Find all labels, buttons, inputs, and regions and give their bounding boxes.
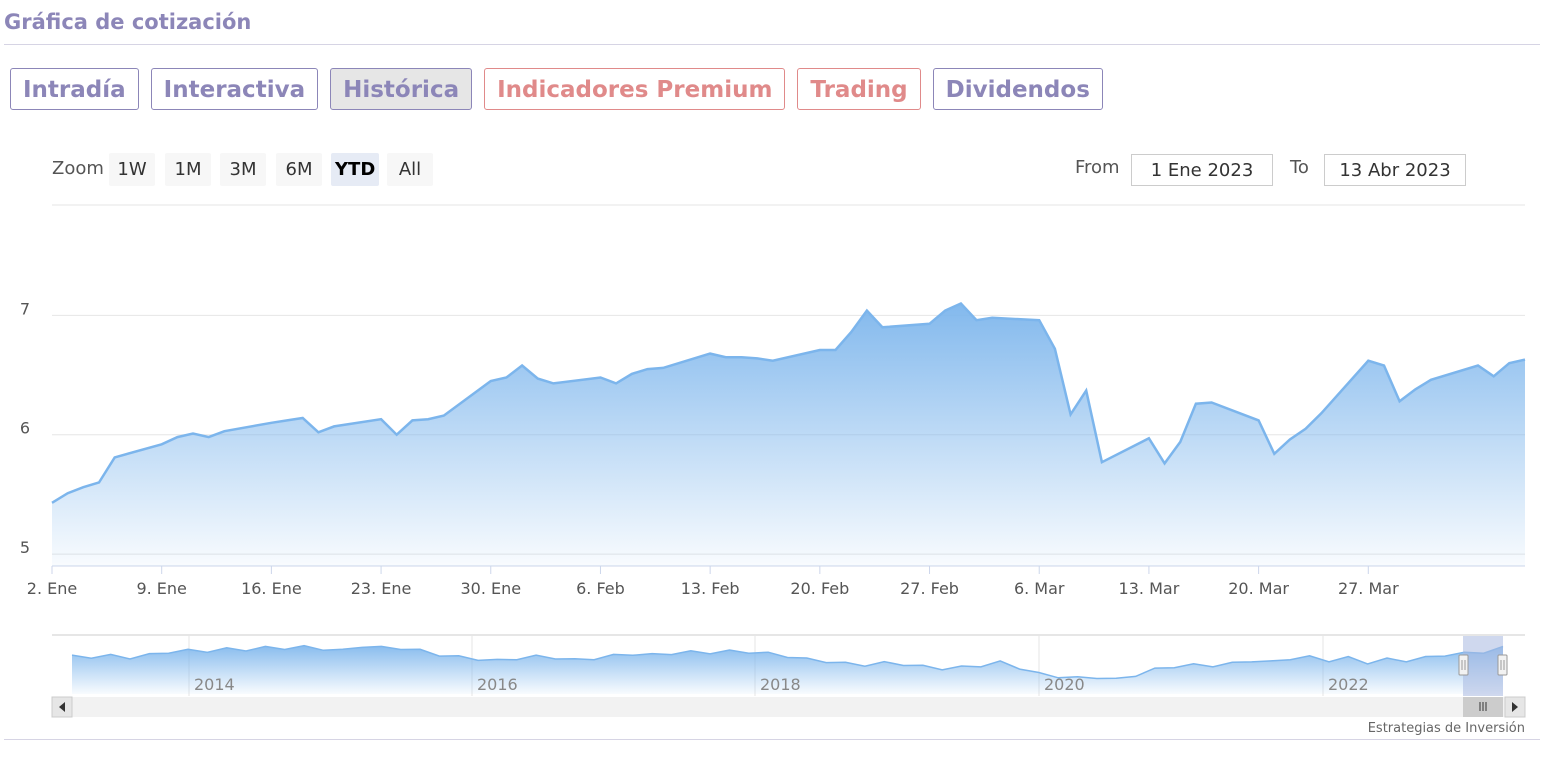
x-tick-label: 20. Mar <box>1228 579 1289 598</box>
scroll-left-arrow-icon <box>59 702 65 712</box>
x-tick-label: 27. Mar <box>1338 579 1399 598</box>
tab-interactiva[interactable]: Interactiva <box>150 68 319 110</box>
zoom-1m-button[interactable]: 1M <box>165 153 211 186</box>
x-axis-ticks: 2. Ene 9. Ene 16. Ene 23. Ene 30. Ene 6. Feb 1… <box>27 566 1399 598</box>
navigator-year-label: 2020 <box>1044 675 1085 694</box>
x-tick-label: 16. Ene <box>241 579 302 598</box>
navigator-year-label: 2022 <box>1328 675 1369 694</box>
grid-lines <box>52 204 1525 567</box>
navigator-year-label: 2014 <box>194 675 235 694</box>
chart-tabs: Intradía Interactiva Histórica Indicador… <box>10 68 1103 110</box>
chart-credit: Estrategias de Inversión <box>1368 721 1525 736</box>
to-label: To <box>1290 157 1309 178</box>
scrollbar-right-button <box>1504 696 1526 718</box>
x-tick-label: 30. Ene <box>460 579 521 598</box>
x-tick-label: 6. Feb <box>576 579 625 598</box>
scrollbar-left-button <box>51 696 73 718</box>
navigator-right-handle <box>1497 654 1508 676</box>
x-tick-label: 13. Mar <box>1119 579 1180 598</box>
scroll-right-arrow-icon <box>1512 702 1518 712</box>
x-tick-label: 6. Mar <box>1014 579 1065 598</box>
price-area <box>52 303 1525 566</box>
tab-dividendos[interactable]: Dividendos <box>932 68 1103 110</box>
y-tick-label: 6 <box>20 419 30 438</box>
zoom-all-button[interactable]: All <box>387 153 433 186</box>
page-title: Gráfica de cotización <box>4 10 252 34</box>
scrollbar-track <box>52 697 1525 717</box>
zoom-6m-button[interactable]: 6M <box>276 153 322 186</box>
from-label: From <box>1075 157 1120 178</box>
y-tick-label: 7 <box>20 299 30 318</box>
y-tick-label: 5 <box>20 538 30 557</box>
navigator-left-handle <box>1458 654 1469 676</box>
x-tick-label: 20. Feb <box>790 579 849 598</box>
zoom-label: Zoom <box>52 158 104 179</box>
tab-indicadores-premium[interactable]: Indicadores Premium <box>484 68 786 110</box>
bottom-divider <box>4 739 1540 740</box>
x-tick-label: 13. Feb <box>681 579 740 598</box>
navigator-line <box>71 644 1504 680</box>
zoom-ytd-button[interactable]: YTD <box>331 153 380 186</box>
scrollbar-thumb <box>1463 697 1503 717</box>
tab-historica[interactable]: Histórica <box>330 68 473 110</box>
x-tick-label: 27. Feb <box>900 579 959 598</box>
title-divider <box>4 44 1540 45</box>
price-line <box>51 301 1526 504</box>
tab-trading[interactable]: Trading <box>797 68 921 110</box>
to-date-input[interactable]: 13 Abr 2023 <box>1324 154 1466 186</box>
navigator-year-grid <box>188 636 1324 696</box>
y-axis-ticks: 5 6 7 <box>20 299 30 557</box>
from-date-input[interactable]: 1 Ene 2023 <box>1131 154 1273 186</box>
navigator-area <box>72 645 1503 694</box>
x-tick-label: 2. Ene <box>27 579 77 598</box>
zoom-3m-button[interactable]: 3M <box>220 153 266 186</box>
x-tick-label: 23. Ene <box>351 579 412 598</box>
navigator-year-labels: 2014 2016 2018 2020 2022 <box>194 675 1369 694</box>
x-tick-label: 9. Ene <box>136 579 186 598</box>
tab-intradia[interactable]: Intradía <box>10 68 139 110</box>
navigator-year-label: 2016 <box>477 675 518 694</box>
navigator-year-label: 2018 <box>760 675 801 694</box>
navigator-selection <box>1463 636 1503 696</box>
zoom-1w-button[interactable]: 1W <box>109 153 155 186</box>
